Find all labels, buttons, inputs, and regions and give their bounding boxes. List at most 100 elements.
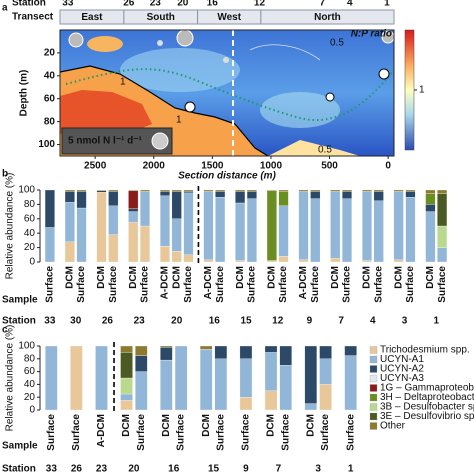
bar-segment	[330, 191, 341, 259]
bar-segment	[128, 211, 139, 223]
x-tick-label: 500	[321, 161, 338, 172]
bar-segment	[120, 345, 133, 353]
bar-segment	[45, 345, 58, 411]
station-label: 20	[171, 316, 183, 327]
bar-segment	[120, 400, 133, 411]
sample-label: Surface	[76, 266, 87, 303]
bar-segment	[120, 393, 133, 401]
bar-segment	[437, 189, 448, 194]
bar-segment	[140, 189, 150, 192]
contour-label: 0.5	[330, 38, 344, 49]
bar-segment	[405, 191, 416, 198]
station-label: 23	[150, 0, 162, 9]
bar-segment	[135, 355, 148, 372]
bar-segment	[203, 259, 214, 263]
bar-segment	[373, 189, 384, 192]
legend-label: UCYN-A3	[380, 373, 424, 384]
x-tick-label: 1500	[201, 161, 224, 172]
bar-segment	[278, 205, 289, 257]
bar-segment	[120, 377, 133, 395]
station-label: 1	[348, 464, 354, 474]
legend-swatch	[369, 374, 378, 383]
x-tick-label: 2500	[84, 161, 107, 172]
station-label: 26	[123, 0, 135, 9]
bar-segment	[342, 189, 352, 192]
bar-segment	[44, 189, 55, 228]
bar-segment	[120, 352, 133, 379]
station-label: 1	[433, 316, 439, 327]
sample-label: A-DCM	[96, 414, 107, 447]
bar-segment	[425, 211, 436, 263]
legend-label: UCYN-A1	[380, 354, 424, 365]
bar-segment	[159, 191, 170, 196]
station-label: 20	[177, 0, 189, 9]
transect-label: North	[314, 12, 341, 23]
bar-segment	[437, 193, 448, 227]
sample-label: DCM	[393, 266, 404, 289]
sample-label: DCM	[161, 414, 172, 437]
station-label: 33	[46, 464, 58, 474]
x-tick-label: 1000	[260, 161, 283, 172]
legend-swatch	[369, 365, 378, 373]
bar-segment	[239, 397, 253, 411]
sample-label: A-DCM	[298, 266, 309, 299]
sample-label: Surface	[405, 266, 416, 303]
bar-segment	[344, 355, 357, 411]
bar-segment	[266, 260, 277, 263]
sample-label: Surface	[345, 414, 356, 451]
sample-label: DCM	[266, 266, 277, 289]
bar-segment	[171, 189, 182, 192]
bar-segment	[64, 191, 75, 203]
y-tick-label: 60	[24, 366, 36, 377]
panel-label: a	[2, 3, 8, 14]
bar-segment	[373, 191, 384, 201]
sample-label: DCM	[201, 414, 212, 437]
bar-segment	[246, 189, 257, 192]
contour-label: 1	[120, 77, 126, 88]
y-axis-title: Relative abundance (%)	[5, 173, 16, 280]
contour-label: 0.5	[318, 145, 332, 156]
bar-segment	[235, 191, 246, 204]
bar-segment	[298, 191, 309, 260]
bar-segment	[183, 192, 194, 255]
y-tick-label: 60	[44, 93, 56, 104]
sample-label: A-DCM	[203, 266, 214, 299]
bar-segment	[361, 189, 372, 192]
bar-segment	[108, 234, 119, 263]
sample-label: DCM	[64, 266, 75, 289]
transect-row-label: Transect	[12, 12, 54, 23]
bar-segment	[95, 345, 108, 411]
bar-segment	[425, 193, 436, 205]
bar-segment	[171, 218, 182, 252]
bar-segment	[214, 358, 228, 411]
sample-label: Surface	[71, 414, 82, 451]
y-tick-label: 80	[44, 116, 56, 127]
sample-row-label: Sample	[2, 441, 38, 452]
bar-segment	[319, 345, 332, 359]
station-label: 3	[315, 464, 321, 474]
station-row-label: Station	[2, 464, 36, 474]
bar-segment	[128, 189, 139, 191]
bar-segment	[174, 345, 188, 411]
sample-row-label: Sample	[2, 295, 38, 306]
bar-segment	[304, 403, 318, 411]
y-axis-title: Depth (m)	[19, 70, 30, 117]
legend-swatch	[369, 412, 378, 421]
legend-label: Other	[380, 421, 406, 432]
legend-swatch	[369, 346, 378, 354]
station-label: 26	[102, 316, 114, 327]
bar-segment	[183, 254, 194, 263]
bar-segment	[425, 204, 436, 212]
plot-frame	[59, 29, 395, 157]
y-tick-label: 20	[44, 48, 56, 59]
bar-segment	[304, 345, 318, 404]
y-tick-label: 80	[24, 353, 36, 364]
bar-segment	[405, 197, 416, 263]
bar-segment	[76, 207, 87, 263]
bar-segment	[135, 345, 148, 356]
station-label: 7	[276, 464, 282, 474]
panel-label: b	[2, 169, 8, 180]
bar-segment	[310, 191, 321, 199]
y-tick-label: 40	[24, 379, 36, 390]
